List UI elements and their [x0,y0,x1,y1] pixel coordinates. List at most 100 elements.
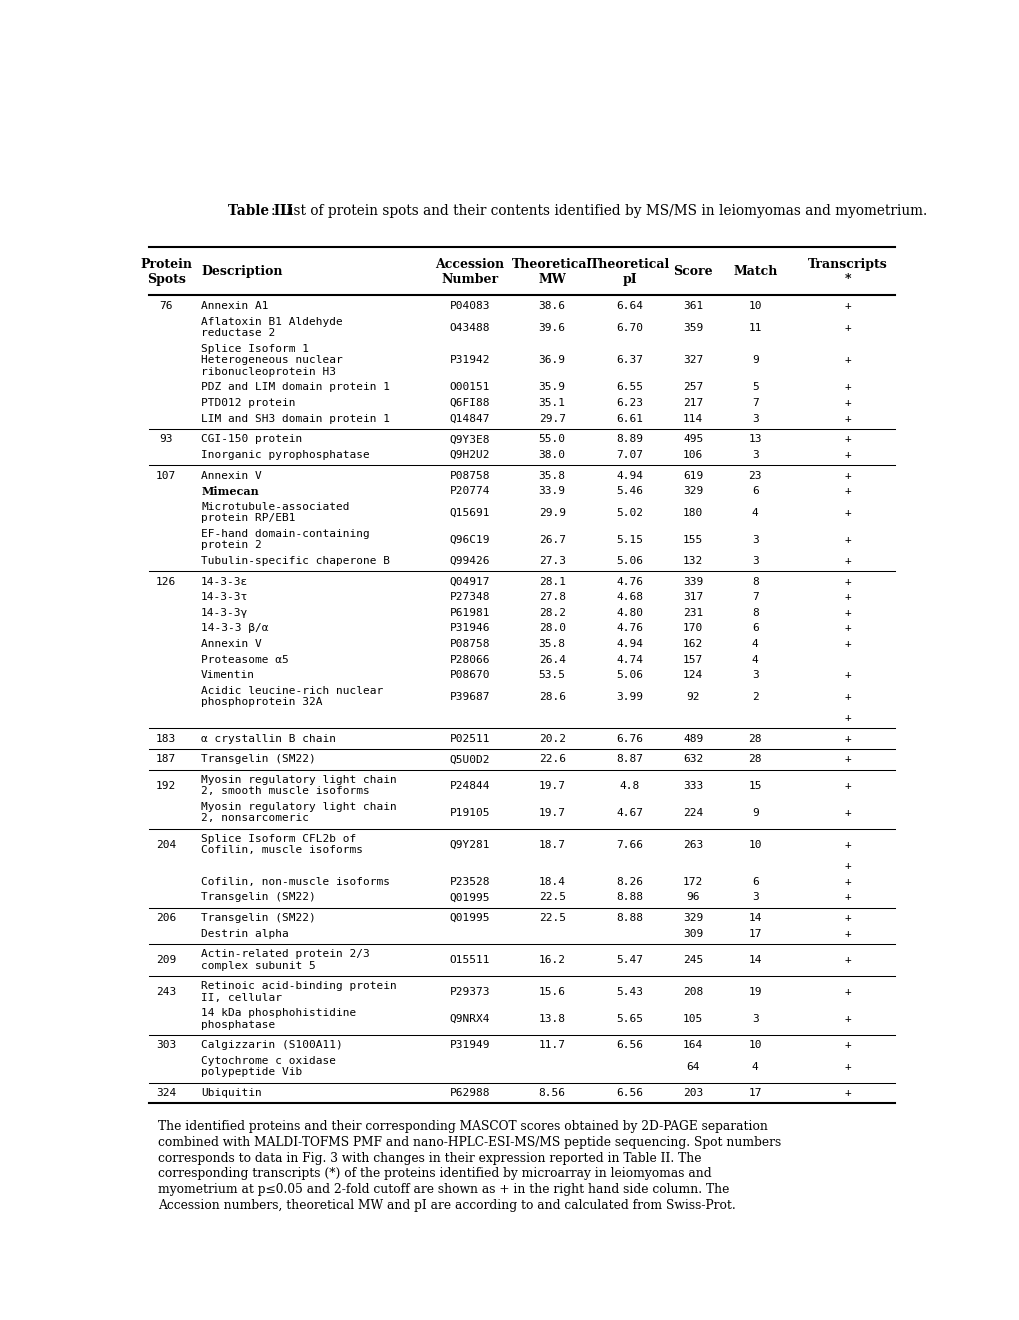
Text: Annexin V: Annexin V [201,471,262,480]
Text: Q15691: Q15691 [449,508,490,517]
Text: Annexin A1: Annexin A1 [201,301,268,312]
Text: +: + [844,861,851,871]
Text: 5.06: 5.06 [615,671,643,680]
Text: Protein
Spots: Protein Spots [141,257,192,285]
Text: 19: 19 [748,987,761,997]
Text: phosphoprotein 32A: phosphoprotein 32A [201,697,322,708]
Text: Tubulin-specific chaperone B: Tubulin-specific chaperone B [201,556,389,566]
Text: EF-hand domain-containing: EF-hand domain-containing [201,529,370,539]
Text: Q14847: Q14847 [449,413,490,424]
Text: Proteasome α5: Proteasome α5 [201,655,288,665]
Text: 5.47: 5.47 [615,954,643,965]
Text: 124: 124 [683,671,703,680]
Text: 11: 11 [748,322,761,333]
Text: 8: 8 [751,577,758,586]
Text: 13.8: 13.8 [538,1014,566,1024]
Text: 114: 114 [683,413,703,424]
Text: Myosin regulatory light chain: Myosin regulatory light chain [201,803,396,812]
Text: II, cellular: II, cellular [201,993,282,1003]
Text: 8.88: 8.88 [615,913,643,923]
Text: +: + [844,1040,851,1051]
Text: 105: 105 [683,1014,703,1024]
Text: 6.61: 6.61 [615,413,643,424]
Text: 5.06: 5.06 [615,556,643,566]
Text: myometrium at p≤0.05 and 2-fold cutoff are shown as + in the right hand side col: myometrium at p≤0.05 and 2-fold cutoff a… [158,1183,730,1196]
Text: +: + [844,508,851,517]
Text: O00151: O00151 [449,383,490,392]
Text: Acidic leucine-rich nuclear: Acidic leucine-rich nuclear [201,686,383,696]
Text: corresponds to data in Fig. 3 with changes in their expression reported in Table: corresponds to data in Fig. 3 with chang… [158,1151,701,1164]
Text: 170: 170 [683,623,703,634]
Text: P31946: P31946 [449,623,490,634]
Text: 11.7: 11.7 [538,1040,566,1051]
Text: 4.76: 4.76 [615,577,643,586]
Text: +: + [844,535,851,545]
Text: 10: 10 [748,840,761,850]
Text: Q9Y281: Q9Y281 [449,840,490,850]
Text: 5.46: 5.46 [615,486,643,496]
Text: 4.76: 4.76 [615,623,643,634]
Text: 3: 3 [751,556,758,566]
Text: ribonucleoprotein H3: ribonucleoprotein H3 [201,367,336,376]
Text: 157: 157 [683,655,703,665]
Text: Accession
Number: Accession Number [435,257,504,285]
Text: 4: 4 [751,1061,758,1072]
Text: 6.64: 6.64 [615,301,643,312]
Text: +: + [844,623,851,634]
Text: 20.2: 20.2 [538,734,566,743]
Text: 15: 15 [748,780,761,791]
Text: 3.99: 3.99 [615,692,643,702]
Text: 17: 17 [748,928,761,939]
Text: Transcripts
*: Transcripts * [808,257,888,285]
Text: +: + [844,713,851,723]
Text: O43488: O43488 [449,322,490,333]
Text: 263: 263 [683,840,703,850]
Text: 3: 3 [751,413,758,424]
Text: 7.66: 7.66 [615,840,643,850]
Text: 192: 192 [156,780,176,791]
Text: Microtubule-associated: Microtubule-associated [201,502,350,512]
Text: Cofilin, muscle isoforms: Cofilin, muscle isoforms [201,845,363,855]
Text: 4.74: 4.74 [615,655,643,665]
Text: polypeptide Vib: polypeptide Vib [201,1068,302,1077]
Text: 4.80: 4.80 [615,607,643,618]
Text: Transgelin (SM22): Transgelin (SM22) [201,892,316,903]
Text: Calgizzarin (S100A11): Calgizzarin (S100A11) [201,1040,342,1051]
Text: Transgelin (SM22): Transgelin (SM22) [201,754,316,764]
Text: 187: 187 [156,754,176,764]
Text: 107: 107 [156,471,176,480]
Text: 35.8: 35.8 [538,471,566,480]
Text: Match: Match [733,265,776,279]
Text: 14-3-3τ: 14-3-3τ [201,593,249,602]
Text: Q96C19: Q96C19 [449,535,490,545]
Text: Inorganic pyrophosphatase: Inorganic pyrophosphatase [201,450,370,459]
Text: +: + [844,808,851,817]
Text: Theoretical
MW: Theoretical MW [512,257,592,285]
Text: +: + [844,471,851,480]
Text: 22.6: 22.6 [538,754,566,764]
Text: Q9Y3E8: Q9Y3E8 [449,434,490,445]
Text: P62988: P62988 [449,1088,490,1098]
Text: 15.6: 15.6 [538,987,566,997]
Text: Score: Score [673,265,712,279]
Text: 2: 2 [751,692,758,702]
Text: 93: 93 [159,434,173,445]
Text: protein 2: protein 2 [201,540,262,550]
Text: Myosin regulatory light chain: Myosin regulatory light chain [201,775,396,785]
Text: P61981: P61981 [449,607,490,618]
Text: 7: 7 [751,593,758,602]
Text: 209: 209 [156,954,176,965]
Text: 6.56: 6.56 [615,1040,643,1051]
Text: +: + [844,1088,851,1098]
Text: +: + [844,780,851,791]
Text: 172: 172 [683,876,703,887]
Text: Cytochrome c oxidase: Cytochrome c oxidase [201,1056,336,1065]
Text: 5: 5 [751,383,758,392]
Text: 245: 245 [683,954,703,965]
Text: complex subunit 5: complex subunit 5 [201,961,316,970]
Text: P31942: P31942 [449,355,490,366]
Text: 7: 7 [751,399,758,408]
Text: 327: 327 [683,355,703,366]
Text: 632: 632 [683,754,703,764]
Text: 359: 359 [683,322,703,333]
